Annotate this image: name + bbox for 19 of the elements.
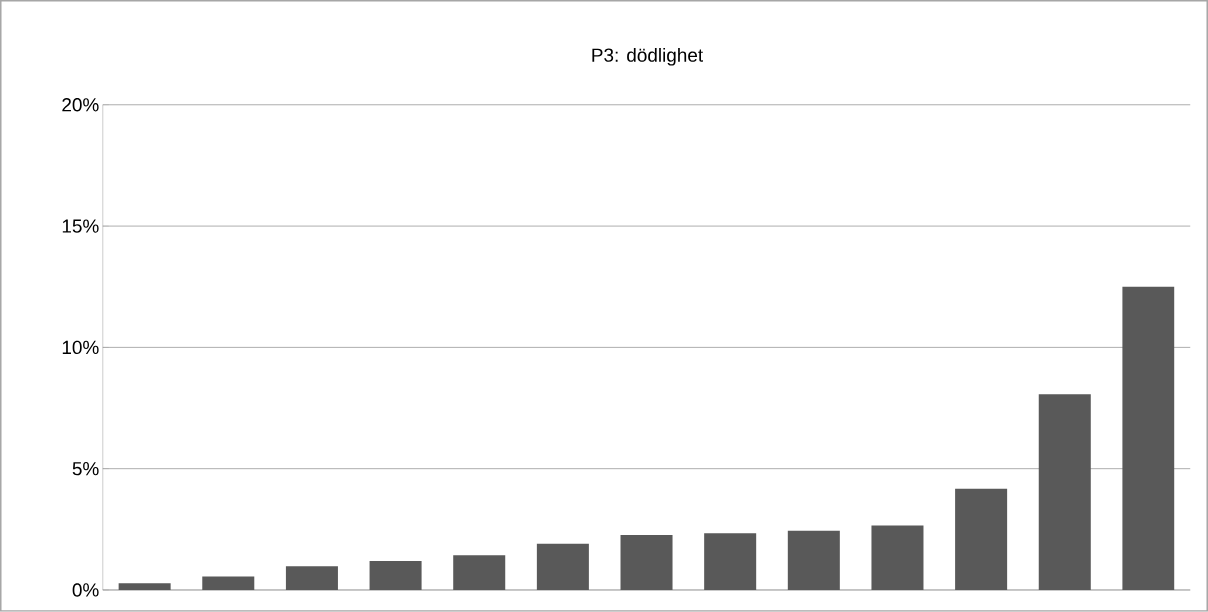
y-tick-label: 10% — [62, 340, 99, 355]
bar — [871, 525, 924, 591]
y-tick-label: 5% — [72, 462, 99, 476]
bar — [1038, 394, 1091, 591]
y-tick-label: 20% — [62, 98, 99, 112]
bar — [620, 535, 673, 591]
bar — [787, 530, 840, 591]
bar — [118, 583, 171, 591]
bar — [202, 576, 255, 591]
bar — [1122, 286, 1175, 591]
bar — [369, 561, 422, 591]
bar — [453, 555, 506, 591]
bar — [285, 566, 338, 591]
bar — [955, 488, 1008, 591]
bar — [536, 543, 589, 591]
y-tick-label: 15% — [62, 219, 99, 233]
y-tick-label: 0% — [72, 583, 99, 597]
bar — [704, 533, 757, 591]
chart-title: P3: dödlighet — [592, 48, 704, 66]
